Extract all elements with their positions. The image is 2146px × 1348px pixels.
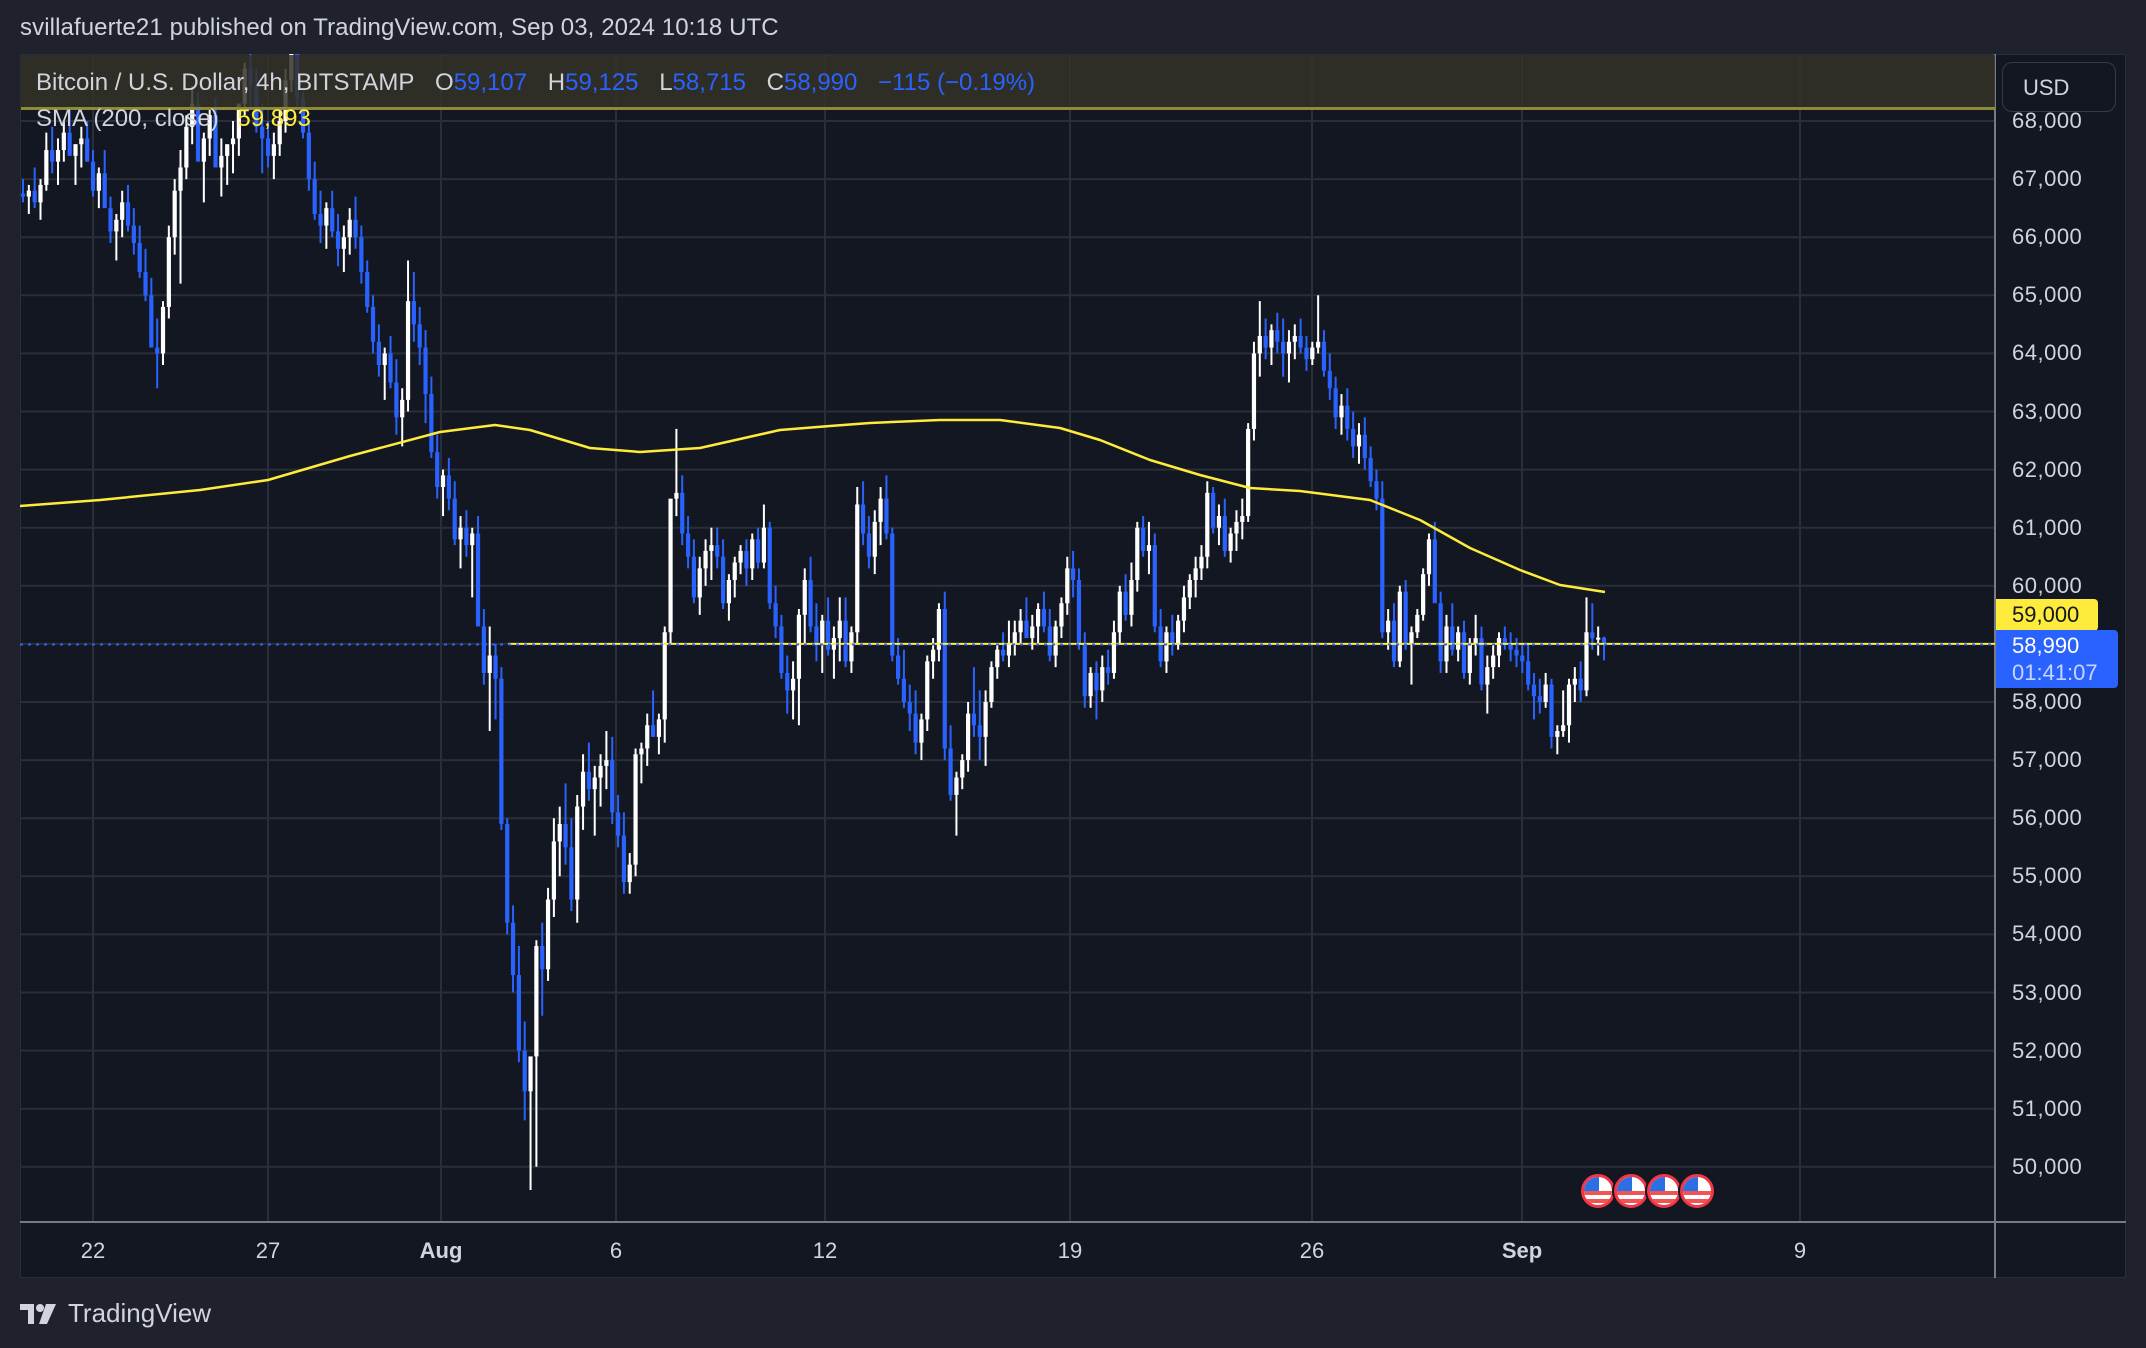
tradingview-logo-text: TradingView — [68, 1298, 212, 1328]
legend-band — [21, 55, 1995, 110]
price-tick-label: 64,000 — [2012, 340, 2083, 366]
time-tick-label: 6 — [609, 1238, 623, 1263]
price-tick-label: 61,000 — [2012, 514, 2083, 540]
indicator-value: 59,893 — [237, 105, 311, 132]
time-tick-label: 26 — [1299, 1238, 1325, 1263]
price-tick-label: 58,000 — [2012, 689, 2083, 714]
close-value: 58,990 — [783, 69, 858, 96]
us-flag-icon[interactable] — [1614, 1174, 1648, 1208]
price-tick-label: 53,000 — [2012, 979, 2083, 1005]
price-tick-label: 56,000 — [2012, 805, 2083, 831]
low-value: 58,715 — [672, 69, 746, 96]
economic-events[interactable] — [1581, 1174, 1714, 1208]
close-label: C — [766, 69, 784, 96]
price-tick-label: 54,000 — [2012, 921, 2083, 947]
us-flag-icon[interactable] — [1647, 1174, 1681, 1208]
price-tick-label: 67,000 — [2012, 166, 2083, 192]
price-tick-label: 65,000 — [2012, 282, 2083, 308]
symbol-legend: Bitcoin / U.S. Dollar, 4h, BITSTAMP O59,… — [36, 69, 1035, 97]
open-value: 59,107 — [453, 69, 528, 96]
price-tick-label: 60,000 — [2012, 572, 2083, 598]
bar-countdown: 01:41:07 — [2012, 660, 2098, 685]
chart-frame — [20, 54, 2126, 1278]
indicator-legend: SMA (200, close) 59,893 — [36, 105, 311, 133]
price-tick-label: 63,000 — [2012, 398, 2083, 424]
price-tick-label: 50,000 — [2012, 1153, 2083, 1179]
low-label: L — [659, 69, 673, 96]
price-chart[interactable] — [20, 54, 2126, 1278]
us-flag-icon[interactable] — [1581, 1174, 1615, 1208]
price-tick-label: 52,000 — [2012, 1037, 2083, 1063]
time-tick-label: 9 — [1793, 1238, 1807, 1263]
time-tick-label: 12 — [812, 1238, 838, 1263]
time-tick-label: 22 — [80, 1238, 106, 1263]
horizontal-line-price-tag: 59,000 — [1996, 599, 2098, 631]
high-label: H — [547, 69, 566, 96]
open-label: O — [435, 69, 454, 96]
high-value: 59,125 — [565, 69, 639, 96]
symbol-name[interactable]: Bitcoin / U.S. Dollar, 4h, BITSTAMP — [36, 69, 415, 96]
us-flag-icon[interactable] — [1680, 1174, 1714, 1208]
change-value: −115 (−0.19%) — [878, 69, 1036, 96]
price-tick-label: 57,000 — [2012, 747, 2083, 773]
currency-button[interactable]: USD — [2002, 62, 2116, 112]
price-tick-label: 62,000 — [2012, 456, 2083, 482]
tradingview-logo[interactable]: TradingView — [20, 1298, 211, 1329]
last-price-tag: 58,990 01:41:07 — [1996, 630, 2118, 688]
price-tick-label: 51,000 — [2012, 1095, 2083, 1121]
time-tick-label: 19 — [1057, 1238, 1083, 1263]
publisher-line: svillafuerte21 published on TradingView.… — [20, 14, 779, 41]
price-tick-label: 68,000 — [2012, 108, 2083, 133]
tradingview-logo-icon — [20, 1303, 56, 1324]
time-tick-label: 27 — [255, 1238, 281, 1263]
price-tick-label: 55,000 — [2012, 863, 2083, 889]
last-price-value: 58,990 — [2012, 633, 2080, 658]
indicator-name[interactable]: SMA (200, close) — [36, 105, 219, 132]
time-tick-label: Sep — [1501, 1238, 1543, 1263]
price-tick-label: 66,000 — [2012, 224, 2083, 250]
time-tick-label: Aug — [419, 1238, 463, 1263]
